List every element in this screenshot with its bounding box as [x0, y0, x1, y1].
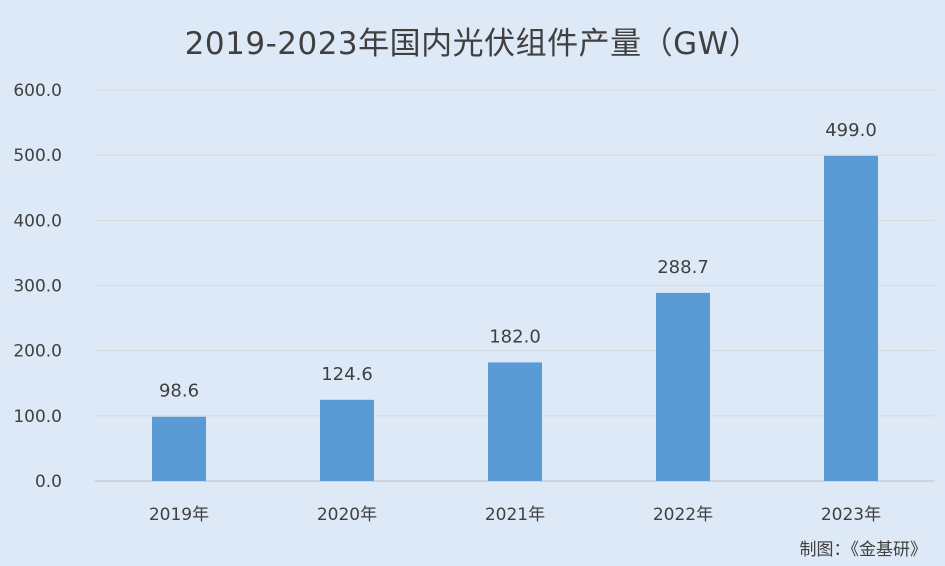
y-tick-label: 500.0 [13, 146, 62, 166]
credit-text: 制图：《金基研》 [799, 540, 928, 560]
y-tick-label: 400.0 [13, 211, 62, 231]
x-tick-label: 2019年 [149, 505, 209, 525]
chart-title: 2019-2023年国内光伏组件产量（GW） [184, 26, 761, 62]
data-label: 182.0 [489, 326, 541, 347]
y-tick-label: 600.0 [13, 81, 62, 101]
x-tick-label: 2022年 [653, 505, 713, 525]
y-tick-label: 200.0 [13, 342, 62, 362]
data-label: 499.0 [825, 120, 877, 141]
x-tick-label: 2020年 [317, 505, 377, 525]
y-tick-label: 100.0 [13, 407, 62, 427]
data-label: 98.6 [159, 381, 199, 402]
data-label: 124.6 [321, 364, 373, 385]
x-tick-label: 2021年 [485, 505, 545, 525]
y-tick-label: 300.0 [13, 277, 62, 297]
y-tick-label: 0.0 [35, 472, 62, 492]
bar [824, 155, 878, 481]
bar [320, 399, 374, 481]
bar [488, 362, 542, 481]
bar [656, 292, 710, 481]
data-label: 288.7 [657, 257, 709, 278]
bar [152, 416, 206, 481]
x-tick-label: 2023年 [821, 505, 881, 525]
